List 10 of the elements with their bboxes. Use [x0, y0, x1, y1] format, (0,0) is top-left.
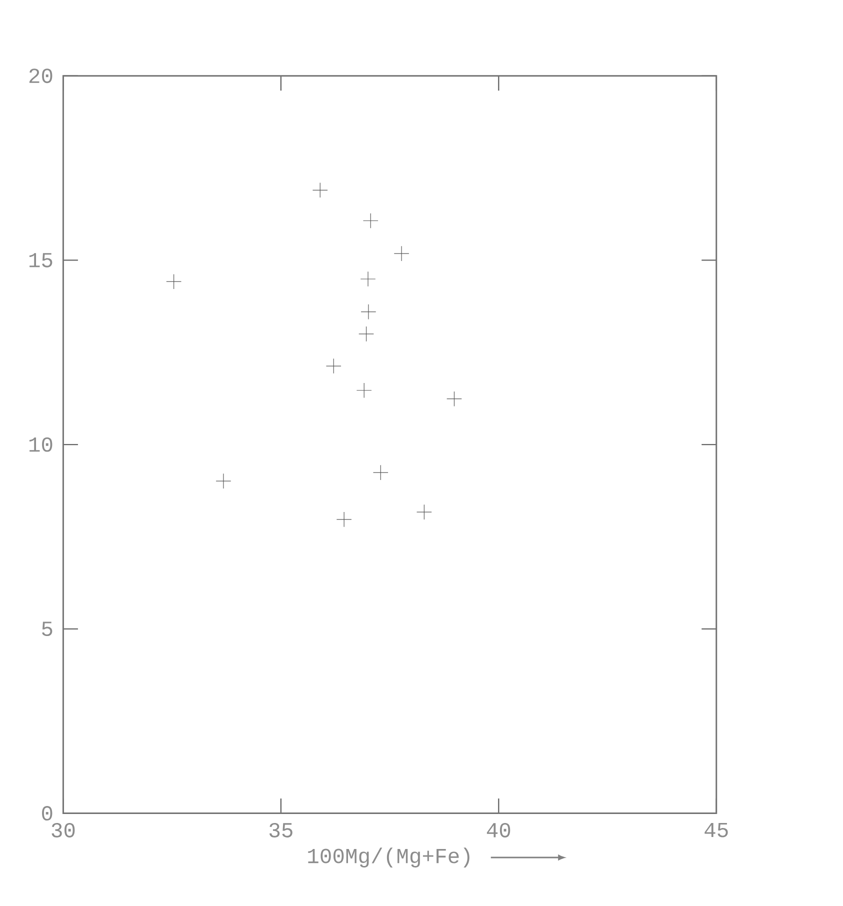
x-tick-label: 30 — [52, 822, 75, 838]
y-tick-label: 0 — [42, 806, 52, 821]
x-tick-label: 40 — [487, 822, 510, 838]
x-tick-label: 45 — [704, 822, 728, 838]
y-tick-label: 15 — [30, 253, 52, 268]
x-axis-title: 100Mg/(Mg+Fe) — [308, 848, 470, 868]
y-tick-label: 5 — [42, 622, 52, 636]
y-tick-label: 10 — [30, 437, 52, 452]
x-tick-label: 35 — [270, 822, 292, 838]
y-tick-label: 20 — [30, 68, 52, 84]
